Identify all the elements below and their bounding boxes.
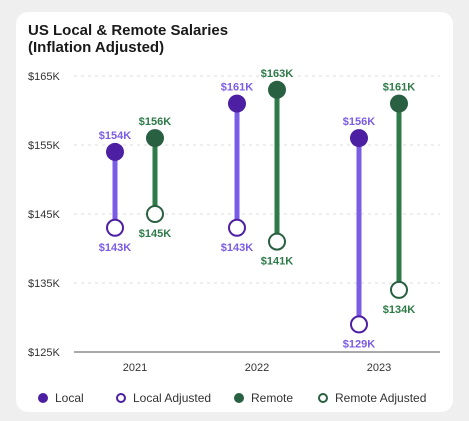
local-data-label: $156K	[343, 116, 375, 128]
local-adjusted-data-label: $143K	[99, 242, 131, 254]
local-adjusted-point	[106, 218, 124, 237]
remote-point	[390, 94, 408, 113]
y-tick-label: $125K	[28, 347, 60, 359]
y-tick-label: $135K	[28, 278, 60, 290]
legend-swatch-local	[38, 393, 48, 403]
chart-title-line-2: (Inflation Adjusted)	[28, 39, 165, 56]
chart-title: US Local & Remote Salaries (Inflation Ad…	[28, 22, 228, 56]
remote-adjusted-data-label: $134K	[383, 304, 415, 316]
legend-item-remote-adjusted: Remote Adjusted	[318, 388, 426, 408]
local-point	[350, 129, 368, 148]
legend-swatch-remote	[234, 393, 244, 403]
legend-swatch-local-adjusted	[116, 393, 126, 403]
local-data-label: $154K	[99, 130, 131, 142]
y-tick-label: $155K	[28, 140, 60, 152]
legend-item-local: Local	[38, 388, 84, 408]
local-adjusted-point	[228, 218, 246, 237]
legend-label-local: Local	[55, 391, 84, 405]
remote-adjusted-point	[390, 280, 408, 299]
legend-item-local-adjusted: Local Adjusted	[116, 388, 211, 408]
local-adjusted-data-label: $129K	[343, 338, 375, 350]
local-point	[106, 142, 124, 161]
legend-label-remote: Remote	[251, 391, 294, 405]
remote-data-label: $161K	[383, 82, 415, 94]
remote-adjusted-data-label: $145K	[139, 228, 171, 240]
remote-point	[146, 129, 164, 148]
remote-data-label: $156K	[139, 116, 171, 128]
x-tick-label: 2021	[123, 362, 147, 374]
remote-adjusted-point	[268, 232, 286, 251]
legend-item-remote: Remote	[234, 388, 293, 408]
remote-data-label: $163K	[261, 68, 293, 80]
remote-adjusted-point	[146, 205, 164, 223]
local-adjusted-data-label: $143K	[221, 242, 253, 254]
legend-label-remote-adjusted: Remote Adjusted	[335, 391, 427, 405]
legend-label-local-adjusted: Local Adjusted	[133, 391, 212, 405]
y-tick-label: $145K	[28, 209, 60, 221]
x-tick-label: 2022	[245, 362, 269, 374]
legend-swatch-remote-adjusted	[318, 393, 328, 403]
local-point	[228, 94, 246, 113]
remote-point	[268, 80, 286, 99]
chart-legend: Local Local Adjusted Remote Remote Adjus…	[16, 388, 453, 408]
x-tick-label: 2023	[367, 362, 391, 374]
chart-title-line-1: US Local & Remote Salaries	[28, 22, 229, 39]
y-tick-label: $165K	[28, 71, 60, 83]
dumbbell-chart: $125K $135K $145K $155K $165K 2021 2022 2023 $15…	[28, 68, 440, 374]
local-data-label: $161K	[221, 82, 253, 94]
remote-adjusted-data-label: $141K	[261, 256, 293, 268]
local-adjusted-point	[350, 315, 368, 334]
chart-card: US Local & Remote Salaries (Inflation Ad…	[16, 12, 453, 412]
